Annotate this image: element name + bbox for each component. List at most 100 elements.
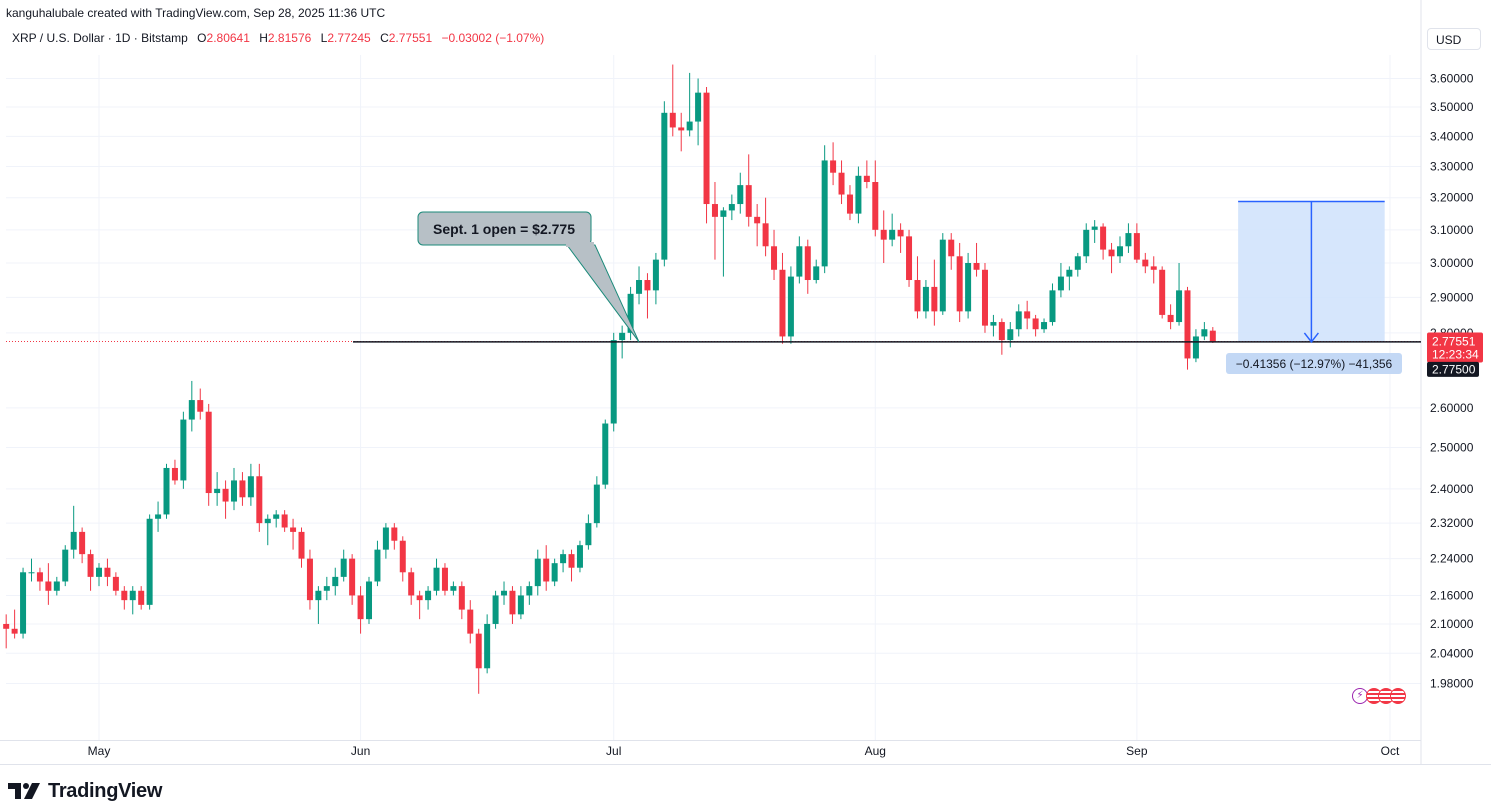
candle-body [728, 204, 735, 211]
candle [517, 586, 524, 620]
candle [163, 463, 170, 519]
candle-body [36, 572, 43, 582]
candle-body [754, 216, 761, 224]
candle-body [568, 554, 575, 568]
candle [720, 207, 727, 277]
candle-body [990, 322, 997, 326]
candle-body [239, 480, 246, 498]
candle [180, 411, 187, 489]
candle [745, 154, 752, 227]
candle-body [1116, 246, 1123, 257]
candle [998, 318, 1005, 355]
price-tick-label: 2.90000 [1430, 290, 1474, 304]
candle-body [551, 563, 558, 582]
candle [779, 252, 786, 344]
candle [357, 586, 364, 634]
candle [273, 510, 280, 528]
candle-body [1007, 329, 1014, 341]
candle-body [188, 400, 195, 420]
candle [610, 332, 617, 432]
price-tick-label: 2.04000 [1430, 646, 1474, 660]
candle [695, 78, 702, 146]
candle [872, 160, 879, 237]
candle-body [1209, 330, 1216, 342]
economic-events[interactable]: ⚡ [1352, 688, 1406, 704]
candle-body [256, 476, 263, 524]
candle [703, 86, 710, 224]
symbol-name[interactable]: XRP / U.S. Dollar · 1D · Bitstamp [12, 31, 188, 45]
candle-body [45, 581, 52, 591]
candle [1159, 266, 1166, 319]
candle [1091, 220, 1098, 243]
candle-body [79, 531, 86, 555]
candle-body [1125, 233, 1132, 247]
candle-body [796, 246, 803, 277]
candle-body [349, 558, 356, 596]
candle-body [1184, 290, 1191, 359]
symbol-legend: XRP / U.S. Dollar · 1D · Bitstamp O2.806… [12, 31, 544, 45]
candle-body [298, 531, 305, 559]
candle-body [636, 280, 643, 294]
candle [737, 172, 744, 214]
candle [467, 600, 474, 644]
price-tick-label: 2.32000 [1430, 516, 1474, 530]
candle [652, 252, 659, 305]
candle [1083, 223, 1090, 264]
candle-body [501, 590, 508, 596]
brand-logo[interactable]: TradingView [8, 778, 162, 804]
candle-body [391, 527, 398, 541]
candle [846, 185, 853, 221]
candle [1201, 322, 1208, 341]
candle [323, 576, 330, 601]
candle-body [956, 256, 963, 312]
candle-body [695, 92, 702, 122]
candle-body [96, 567, 102, 577]
candle-body [830, 160, 837, 173]
level-badge-value: 2.77500 [1432, 362, 1476, 376]
candle-body [846, 194, 853, 214]
candle-body [323, 586, 330, 591]
candle [1167, 304, 1174, 330]
candle-body [661, 112, 668, 260]
currency-selector[interactable]: USD [1427, 28, 1481, 50]
candle [1074, 252, 1081, 277]
candle [20, 567, 27, 639]
candle [408, 567, 415, 605]
price-tick-label: 3.60000 [1430, 72, 1474, 86]
candle-body [433, 567, 440, 591]
candle [509, 586, 516, 624]
candle [425, 586, 432, 610]
candle [332, 567, 339, 596]
candle [391, 523, 398, 550]
us-flag-icon[interactable] [1390, 688, 1406, 704]
candle [1133, 223, 1140, 264]
candle [990, 314, 997, 337]
candle [45, 563, 52, 605]
candle-body [543, 558, 550, 582]
candle [129, 586, 136, 615]
candle-body [652, 259, 659, 291]
candle-body [399, 540, 406, 573]
high-label: H [259, 31, 268, 45]
candle-body [821, 160, 828, 267]
price-tick-label: 1.98000 [1430, 677, 1474, 691]
price-tick-label: 2.10000 [1430, 617, 1474, 631]
candle-body [669, 112, 676, 128]
candle [484, 614, 491, 674]
close-value: 2.77551 [388, 31, 433, 45]
candle-body [745, 185, 752, 217]
candle [188, 380, 195, 432]
candle [475, 628, 482, 694]
candle [948, 233, 955, 270]
candle [956, 242, 963, 323]
candle [678, 112, 685, 152]
candle-body [644, 280, 651, 291]
candle-body [3, 623, 10, 629]
candle-body [467, 609, 474, 634]
candle-body [526, 586, 533, 596]
high-value: 2.81576 [267, 31, 312, 45]
candle [526, 581, 533, 605]
candle [796, 236, 803, 284]
candle-body [374, 549, 381, 582]
